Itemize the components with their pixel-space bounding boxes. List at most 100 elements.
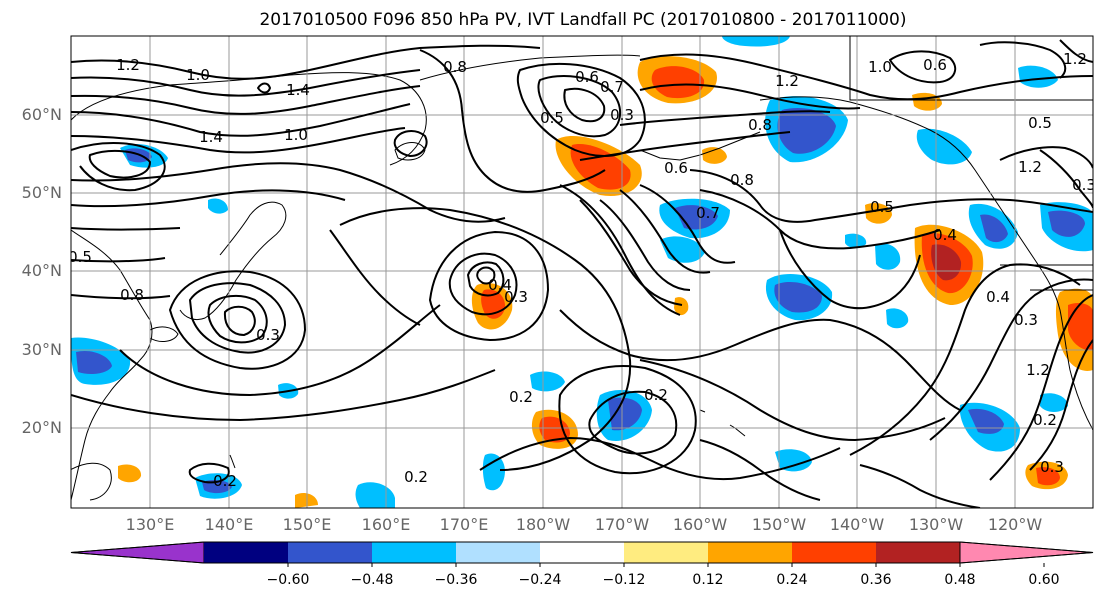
- lat-label-40n: 40°N: [22, 261, 62, 280]
- lon-label-140w: 140°W: [830, 515, 885, 534]
- contour-label: 0.3: [610, 106, 634, 124]
- colorbar-segment: [876, 542, 961, 563]
- contour-label: 0.6: [664, 159, 688, 177]
- lon-label-120w: 120°W: [988, 515, 1043, 534]
- contour-label: 0.2: [1033, 411, 1057, 429]
- anomaly-orange-region: [118, 464, 142, 483]
- contour-label: 0.3: [504, 288, 528, 306]
- contour-label: 1.2: [775, 72, 799, 90]
- pv-contours: [71, 39, 1093, 508]
- contour-label: 0.7: [600, 78, 624, 96]
- anomaly-blue-region: [886, 308, 909, 329]
- contour-label: 1.2: [1026, 361, 1050, 379]
- contour-label: 0.8: [730, 171, 754, 189]
- anomaly-red-region: [539, 416, 570, 443]
- lon-label-150w: 150°W: [752, 515, 807, 534]
- contour-label: 0.5: [870, 198, 894, 216]
- contour-label: 0.8: [443, 58, 467, 76]
- lon-label-170w: 170°W: [595, 515, 650, 534]
- contour-label: 0.6: [923, 56, 947, 74]
- anomaly-mid-blue-region: [980, 214, 1008, 243]
- contour-label: 1.4: [199, 128, 223, 146]
- contour-label: 1.0: [284, 126, 308, 144]
- colorbar-segment: [708, 542, 793, 563]
- anomaly-blue-region: [775, 449, 812, 472]
- colorbar-tick-label: 0.48: [944, 572, 975, 588]
- coastlines: [71, 36, 1093, 501]
- colorbar-segment: [456, 542, 541, 563]
- latitude-labels: 20°N 30°N 40°N 50°N 60°N: [22, 105, 62, 437]
- contour-label: 0.4: [986, 288, 1010, 306]
- contour-label: 0.3: [256, 326, 280, 344]
- anomaly-orange-region: [674, 297, 689, 316]
- colorbar-outline: [70, 541, 1094, 564]
- colorbar-segment: [624, 542, 709, 563]
- map-frame: [70, 35, 1094, 509]
- anomaly-blue-region: [208, 198, 228, 214]
- contour-label: 0.5: [540, 109, 564, 127]
- contour-label: 0.3: [1040, 458, 1064, 476]
- colorbar-tick-label: 0.24: [776, 572, 807, 588]
- contour-labels: 1.2 1.0 1.4 0.8 1.4 1.0 0.5 0.6 0.7 0.3 …: [68, 50, 1096, 490]
- anomaly-mid-blue-region: [608, 397, 642, 431]
- anomaly-blue-region: [722, 36, 790, 47]
- colorbar-ticks: −0.60 −0.48 −0.36 −0.24 −0.12 0.12 0.24 0.36 0.4…: [267, 563, 1060, 588]
- colorbar-tick-label: −0.60: [267, 572, 310, 588]
- anomaly-blue-region: [875, 243, 901, 270]
- colorbar-tick-label: −0.12: [603, 572, 646, 588]
- colorbar-segment: [540, 542, 625, 563]
- colorbar-tick-label: −0.36: [435, 572, 478, 588]
- contour-label: 1.4: [286, 81, 310, 99]
- anomaly-blue-region: [845, 233, 867, 249]
- contour-label: 1.2: [116, 56, 140, 74]
- lat-label-20n: 20°N: [22, 418, 62, 437]
- anomaly-blue-region: [660, 236, 705, 263]
- lat-label-60n: 60°N: [22, 105, 62, 124]
- anomaly-mid-blue-region: [76, 350, 112, 374]
- anomaly-blue-region: [355, 482, 395, 508]
- contour-label: 0.3: [1014, 311, 1038, 329]
- colorbar-segment: [792, 542, 877, 563]
- colorbar-tick-label: −0.24: [519, 572, 562, 588]
- anomaly-mid-blue-region: [777, 107, 836, 154]
- colorbar-tick-label: −0.48: [351, 572, 394, 588]
- anomaly-red-region: [651, 66, 705, 99]
- lon-label-180w: 180°W: [516, 515, 571, 534]
- colorbar-tick-label: 0.12: [692, 572, 723, 588]
- colorbar-extend-high: [959, 541, 1094, 564]
- contour-label: 0.2: [213, 472, 237, 490]
- colorbar: [70, 541, 1094, 564]
- contour-label: 0.6: [575, 68, 599, 86]
- contour-label: 0.4: [488, 276, 512, 294]
- contour-label: 0.4: [933, 226, 957, 244]
- map-panel: 1.2 1.0 1.4 0.8 1.4 1.0 0.5 0.6 0.7 0.3 …: [68, 35, 1096, 509]
- lon-label-150e: 150°E: [283, 515, 332, 534]
- map-title: 2017010500 F096 850 hPa PV, IVT Landfall…: [259, 10, 906, 30]
- contour-label: 0.3: [1072, 176, 1096, 194]
- contour-label: 1.2: [1063, 50, 1087, 68]
- anomaly-blue-region: [482, 453, 505, 491]
- contour-label: 0.2: [644, 386, 668, 404]
- colorbar-segment: [372, 542, 457, 563]
- shading-layer: [71, 36, 1093, 508]
- contour-label: 1.0: [186, 66, 210, 84]
- anomaly-blue-region: [916, 128, 972, 165]
- anomaly-mid-blue-region: [774, 282, 822, 313]
- longitude-labels: 130°E 140°E 150°E 160°E 170°E 180°W 170°…: [126, 515, 1043, 534]
- colorbar-extend-low: [70, 541, 205, 564]
- colorbar-tick-label: 0.36: [860, 572, 891, 588]
- anomaly-mid-blue-region: [1048, 210, 1085, 237]
- lon-label-170e: 170°E: [440, 515, 489, 534]
- anomaly-orange-region: [702, 147, 727, 164]
- anomaly-red-region: [1068, 302, 1093, 351]
- anomaly-blue-region: [1040, 393, 1068, 412]
- anomaly-blue-region: [1018, 65, 1058, 88]
- lon-label-160e: 160°E: [362, 515, 411, 534]
- lat-label-30n: 30°N: [22, 340, 62, 359]
- lat-label-50n: 50°N: [22, 183, 62, 202]
- contour-label: 0.8: [748, 116, 772, 134]
- contour-label: 0.5: [68, 248, 92, 266]
- contour-label: 0.5: [1028, 114, 1052, 132]
- lon-label-130e: 130°E: [126, 515, 175, 534]
- colorbar-tick-label: 0.60: [1028, 572, 1059, 588]
